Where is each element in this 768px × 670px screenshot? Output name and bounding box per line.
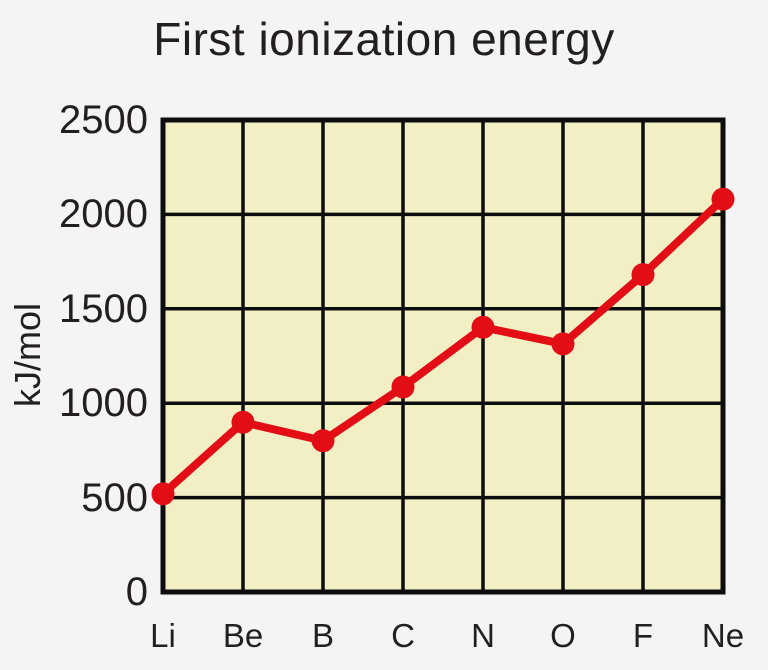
- data-point-B: [311, 429, 335, 453]
- y-tick-label: 500: [81, 475, 148, 520]
- y-tick-label: 1500: [59, 286, 148, 331]
- chart-title: First ionization energy: [153, 13, 615, 65]
- y-tick-label: 2500: [59, 98, 148, 142]
- x-tick-label-C: C: [391, 617, 415, 654]
- x-tick-label-F: F: [632, 617, 654, 654]
- x-tick-label-O: O: [550, 617, 576, 654]
- data-line: [159, 195, 727, 498]
- x-tick-label-Li: Li: [150, 617, 176, 654]
- y-tick-label: 0: [125, 570, 148, 614]
- data-point-F: [631, 263, 655, 287]
- x-tick-label-B: B: [311, 617, 335, 654]
- y-tick-label: 2000: [59, 192, 148, 237]
- x-tick-label-Be: Be: [222, 617, 264, 654]
- plot-area: [151, 117, 735, 595]
- data-point-Li: [151, 482, 175, 506]
- data-point-Ne: [711, 187, 735, 211]
- data-point-O: [551, 332, 575, 356]
- x-tick-label-Ne: Ne: [701, 617, 745, 654]
- y-tick-label: 1000: [59, 381, 148, 426]
- data-point-Be: [231, 410, 255, 434]
- data-point-C: [391, 375, 415, 399]
- x-tick-label-N: N: [471, 617, 495, 654]
- data-point-N: [471, 315, 495, 339]
- plot-border: [160, 117, 726, 595]
